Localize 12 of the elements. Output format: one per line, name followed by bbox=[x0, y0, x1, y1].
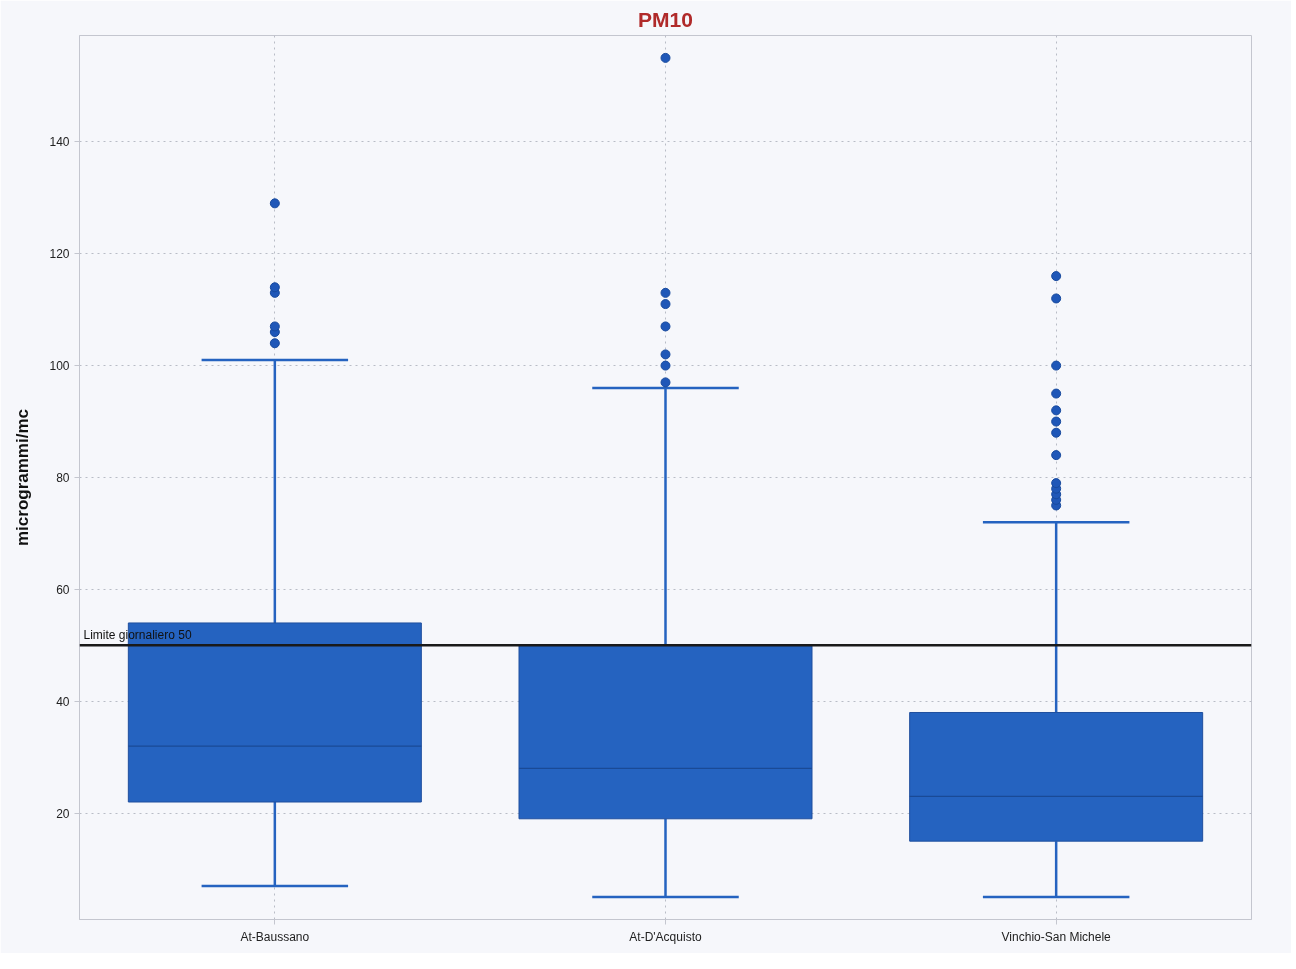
y-tick-label: 140 bbox=[49, 135, 70, 150]
y-axis-title: microgrammi/mc bbox=[13, 409, 33, 546]
chart-title: PM10 bbox=[638, 7, 693, 31]
x-tick-label: At-D'Acquisto bbox=[629, 929, 702, 944]
y-tick-label: 60 bbox=[56, 582, 70, 597]
y-tick-label: 120 bbox=[49, 247, 70, 262]
y-tick-label: 40 bbox=[56, 694, 70, 709]
x-tick-label: At-Baussano bbox=[240, 929, 310, 944]
y-tick-label: 100 bbox=[49, 359, 70, 374]
y-tick-label: 20 bbox=[56, 806, 70, 821]
x-tick-label: Vinchio-San Michele bbox=[1001, 929, 1112, 944]
y-tick-label: 80 bbox=[56, 471, 70, 485]
